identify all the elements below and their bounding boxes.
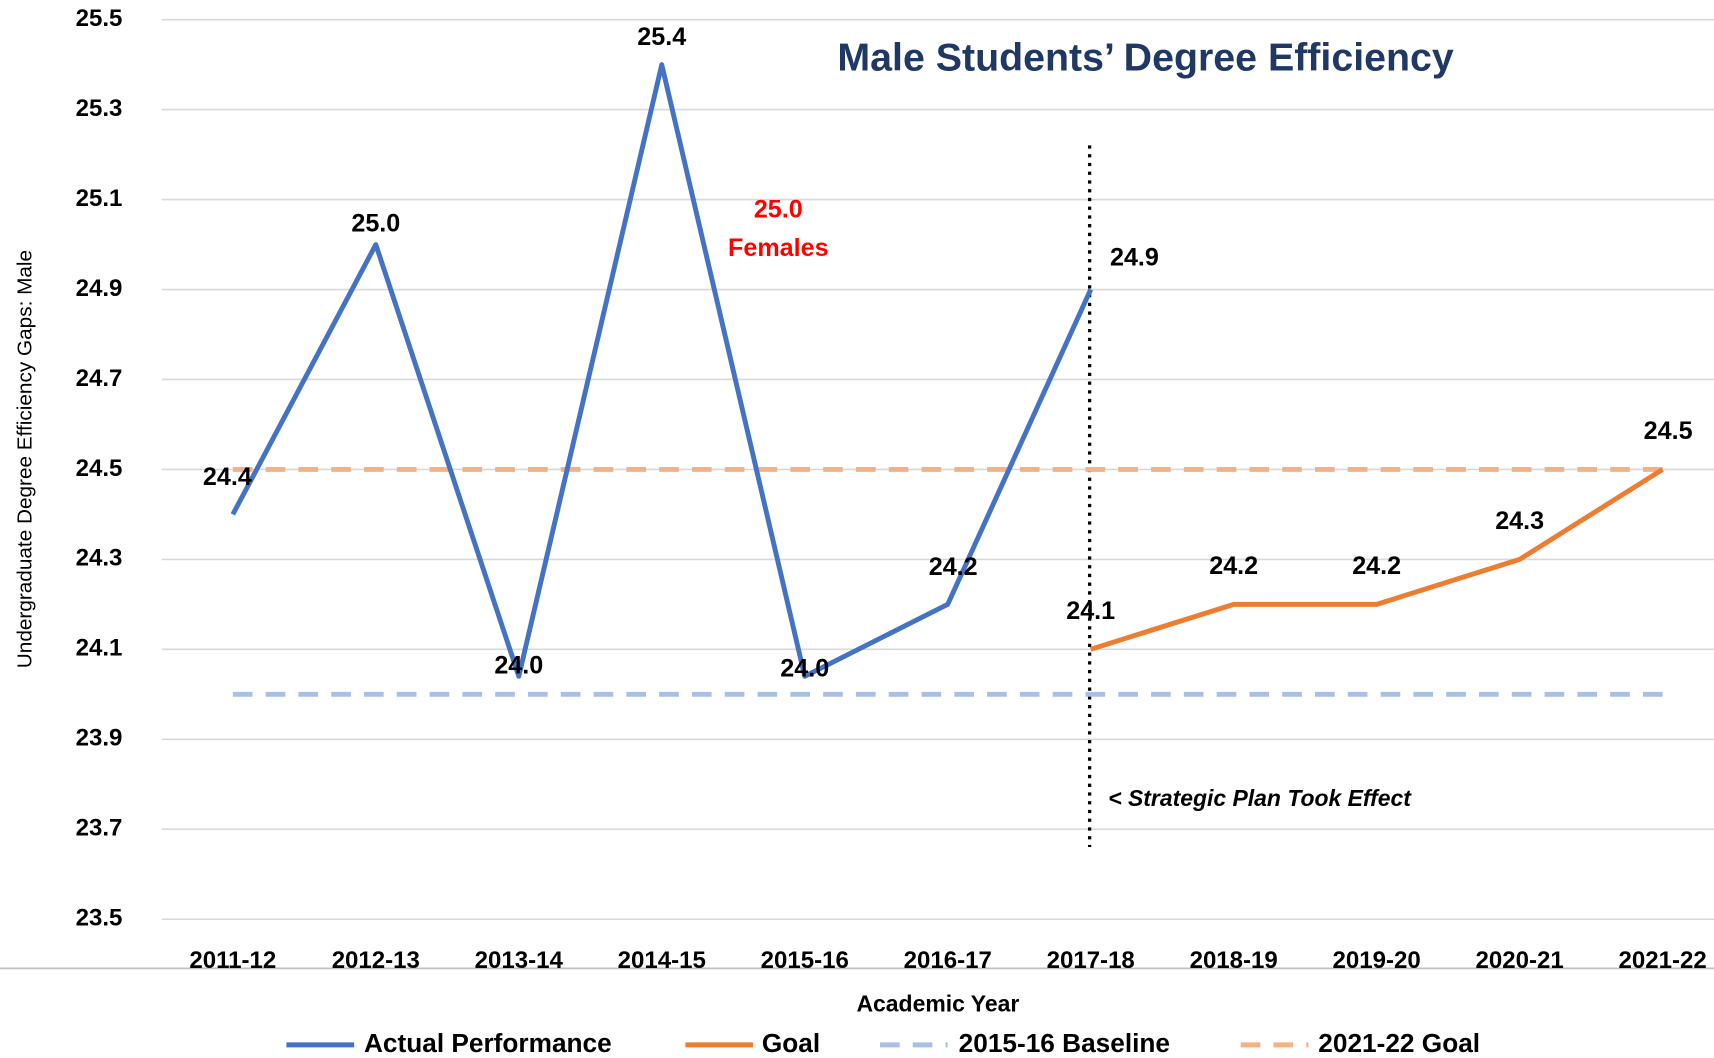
x-tick-label: 2017-18 bbox=[1047, 947, 1135, 974]
data-label: 24.9 bbox=[1110, 244, 1159, 272]
chart-title: Male Students’ Degree Efficiency bbox=[837, 36, 1454, 80]
data-label: 24.3 bbox=[1495, 507, 1544, 535]
y-tick-label: 24.7 bbox=[76, 365, 123, 392]
data-label: 24.0 bbox=[494, 651, 543, 679]
x-tick-label: 2019-20 bbox=[1333, 947, 1421, 974]
x-tick-label: 2015-16 bbox=[761, 947, 849, 974]
y-tick-label: 23.7 bbox=[76, 815, 123, 842]
y-tick-label: 24.9 bbox=[76, 275, 123, 302]
series-line bbox=[1089, 467, 1664, 652]
y-tick-label: 25.3 bbox=[76, 95, 123, 122]
x-tick-label: 2016-17 bbox=[904, 947, 992, 974]
y-tick-label: 24.1 bbox=[76, 635, 123, 662]
x-tick-label: 2014-15 bbox=[618, 947, 706, 974]
legend-label: Actual Performance bbox=[364, 1028, 612, 1058]
data-label: 24.0 bbox=[780, 655, 829, 683]
legend-label: 2015-16 Baseline bbox=[959, 1028, 1170, 1058]
x-tick-label: 2011-12 bbox=[189, 947, 276, 974]
data-label: 24.2 bbox=[929, 553, 978, 581]
x-axis-title: Academic Year bbox=[856, 991, 1019, 1017]
x-tick-label: 2021-22 bbox=[1619, 947, 1707, 974]
annotation: 25.0 bbox=[754, 196, 803, 224]
y-axis-title: Undergraduate Degree Efficiency Gaps: Ma… bbox=[14, 250, 37, 668]
annotation: < Strategic Plan Took Effect bbox=[1108, 785, 1412, 811]
x-tick-label: 2012-13 bbox=[332, 947, 420, 974]
legend-label: 2021-22 Goal bbox=[1318, 1028, 1480, 1058]
x-tick-label: 2018-19 bbox=[1190, 947, 1278, 974]
data-label: 25.0 bbox=[351, 210, 400, 238]
x-tick-label: 2020-21 bbox=[1476, 947, 1564, 974]
data-label: 25.4 bbox=[637, 23, 686, 51]
data-label: 24.2 bbox=[1352, 552, 1401, 580]
x-tick-label: 2013-14 bbox=[475, 947, 564, 974]
legend-label: Goal bbox=[762, 1028, 820, 1058]
y-tick-label: 25.1 bbox=[76, 185, 123, 212]
annotation: Females bbox=[728, 234, 829, 262]
y-tick-label: 25.5 bbox=[76, 5, 123, 32]
y-tick-label: 24.3 bbox=[76, 545, 123, 572]
data-label: 24.1 bbox=[1066, 597, 1115, 625]
data-label: 24.4 bbox=[203, 463, 252, 491]
data-label: 24.5 bbox=[1644, 417, 1693, 445]
y-tick-label: 23.9 bbox=[76, 725, 123, 752]
data-label: 24.2 bbox=[1209, 552, 1258, 580]
y-tick-label: 23.5 bbox=[76, 905, 123, 932]
series-line bbox=[230, 62, 1093, 679]
y-tick-label: 24.5 bbox=[76, 455, 123, 482]
